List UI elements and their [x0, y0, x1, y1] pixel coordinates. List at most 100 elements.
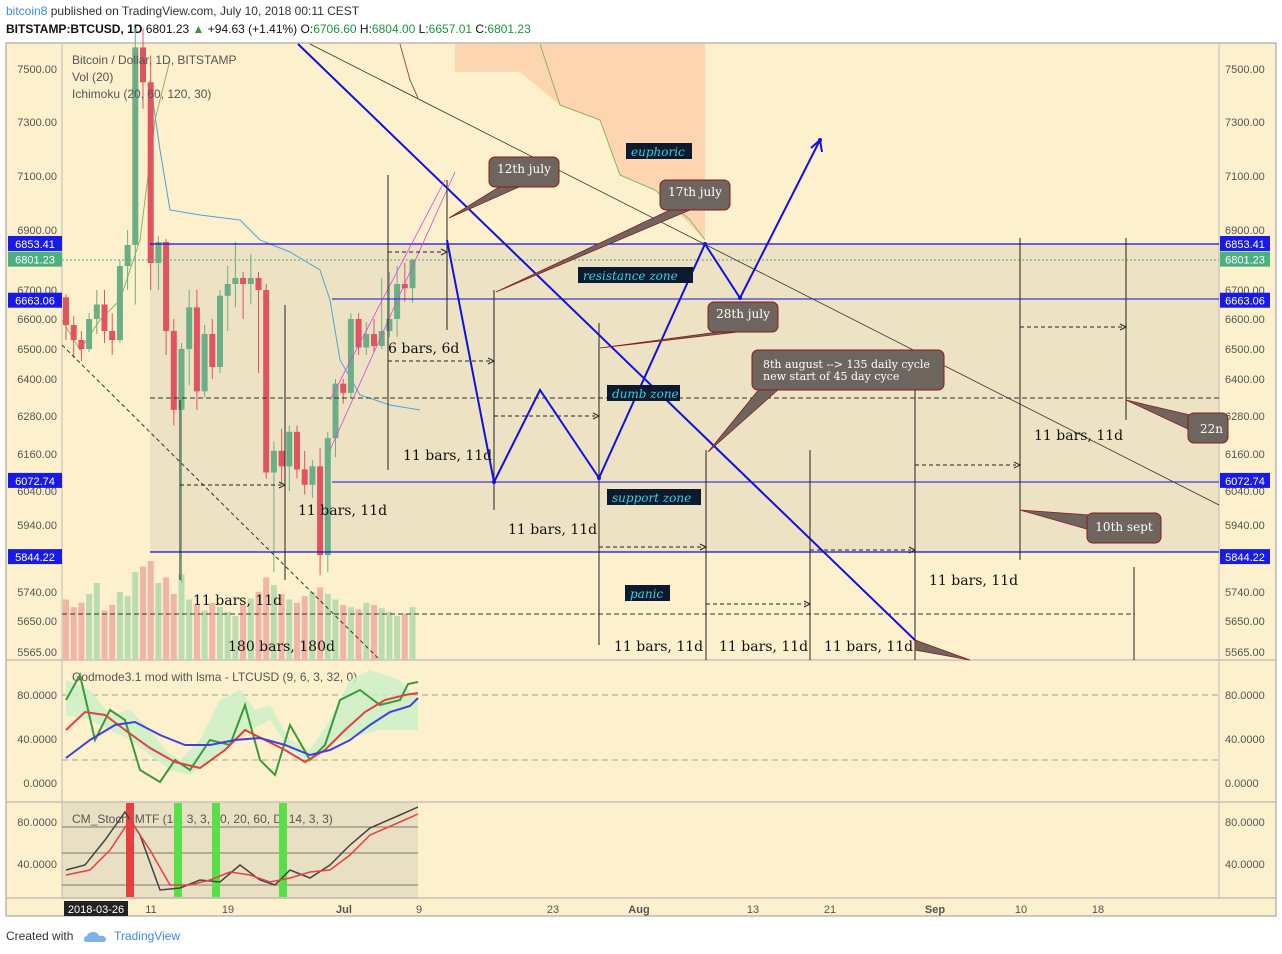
volume-bar: [355, 609, 362, 660]
volume-bar: [394, 616, 401, 660]
price-tick-left: 5565.00: [17, 647, 57, 659]
volume-bar: [378, 608, 385, 660]
candle-body: [93, 304, 100, 319]
price-marker-right: [1220, 472, 1270, 488]
euphoric-cloud: [455, 44, 705, 240]
callout-8th-august-box: [751, 349, 945, 391]
dashed-arrow-head: [1013, 461, 1022, 469]
callout-10th-sept-text: 10th sept: [1095, 520, 1153, 534]
zone-label-bg: [578, 267, 693, 283]
godmode-blue-line: [65, 697, 419, 759]
volume-bar: [63, 599, 69, 660]
stoch-sell-band: [126, 803, 134, 897]
price-tick-left: 7100.00: [17, 171, 57, 183]
stoch-tick-right: 80.0000: [1225, 817, 1265, 829]
candle-body: [240, 278, 247, 284]
legend-cm-stoch: CM_Stoch_MTF (14, 3, 3, 80, 20, 60, D, 1…: [72, 812, 333, 826]
candle-body: [378, 331, 385, 346]
stoch-d-line: [65, 813, 419, 886]
price-tick-right: 5740.00: [1225, 587, 1265, 599]
price-marker-right: [1220, 292, 1270, 308]
ohlc-high-label: H:: [359, 22, 372, 36]
price-tick-right: 7300.00: [1225, 117, 1265, 129]
candle-body: [363, 334, 370, 348]
volume-bar: [340, 605, 347, 660]
ohlc-high: 6804.00: [371, 22, 416, 36]
price-marker-left: [8, 251, 62, 267]
price-tick-left: 5650.00: [17, 616, 57, 628]
time-axis-label: 13: [747, 904, 759, 916]
ohlc-low: 6657.01: [428, 22, 473, 36]
zone-label: panic: [630, 587, 663, 601]
dashed-arrow-head: [592, 412, 601, 420]
volume-bar: [163, 577, 170, 660]
projection-node: [703, 242, 707, 246]
godmode-red-line: [65, 692, 419, 770]
volume-bar: [317, 587, 324, 660]
ichimoku-base-line: [149, 79, 421, 411]
tradingview-link[interactable]: TradingView: [114, 929, 181, 943]
volume-bar: [347, 607, 354, 660]
bar-count-label: 11 bars, 11d: [929, 573, 1018, 589]
volume-bar: [255, 591, 262, 660]
price-marker-right: [1220, 549, 1270, 565]
volume-bar: [155, 583, 162, 660]
price-marker-right-text: 5844.22: [1225, 552, 1265, 564]
candle-body: [301, 469, 308, 485]
time-axis-label: 11: [145, 904, 156, 916]
candle-body: [294, 431, 300, 470]
volume-bar: [240, 605, 247, 660]
godmode-tick-right: 0.0000: [1225, 778, 1259, 790]
godmode-tick-left: 0.0000: [23, 778, 57, 790]
bar-count-label: 180 bars, 180d: [228, 639, 335, 655]
price-tick-right: 6500.00: [1225, 344, 1265, 356]
callout-17th-july-text: 17th july: [668, 185, 722, 199]
time-axis-label: 19: [222, 904, 234, 916]
stoch-tick-left: 80.0000: [17, 817, 57, 829]
volume-bar: [247, 598, 254, 660]
callout-12th-july-text: 12th july: [497, 162, 551, 176]
dashed-arrow-head: [803, 600, 812, 608]
candle-body: [332, 383, 339, 439]
zone-label: euphoric: [631, 145, 685, 159]
bar-count-label: 11 bars, 11d: [824, 639, 913, 655]
price-tick-left: 7500.00: [17, 64, 57, 76]
volume-bar: [70, 607, 77, 660]
volume-bar: [409, 607, 416, 660]
price-tick-left: 6040.00: [17, 486, 57, 498]
zone-label: support zone: [612, 491, 691, 505]
volume-bar: [301, 596, 308, 660]
publish-info: bitcoin8 published on TradingView.com, J…: [6, 4, 359, 18]
candle-body: [186, 307, 193, 349]
volume-bar: [101, 610, 108, 660]
candle-body: [263, 290, 270, 473]
godmode-tick-right: 80.0000: [1225, 690, 1265, 702]
callout-bottom-pointer: [914, 639, 971, 661]
candle-body: [409, 259, 416, 289]
up-arrow-icon: ▲: [192, 22, 205, 36]
zone-label-bg: [626, 143, 692, 159]
candle-body: [132, 47, 139, 246]
zone-label: dumb zone: [612, 387, 679, 401]
godmode-green-line: [65, 672, 419, 784]
candle-body: [70, 325, 77, 340]
callout-22n-text: 22n: [1200, 422, 1223, 436]
volume-bar: [140, 566, 146, 660]
volume-bar: [178, 574, 185, 660]
stoch-buy-band: [212, 803, 220, 897]
ohlc-close: 6801.23: [487, 22, 531, 36]
zone-label-bg: [607, 385, 680, 401]
price-tick-right: 7100.00: [1225, 171, 1265, 183]
zone-label-bg: [607, 489, 701, 505]
volume-bar: [209, 602, 216, 660]
price-change: +94.63 (+1.41%): [207, 22, 298, 36]
bar-count-label: 11 bars, 11d: [719, 639, 808, 655]
username-link[interactable]: bitcoin8: [6, 4, 48, 18]
candle-body: [140, 47, 146, 83]
volume-bar: [286, 599, 293, 660]
volume-bar: [201, 610, 208, 660]
price-tick-left: 5740.00: [17, 587, 57, 599]
candle-body: [170, 331, 177, 410]
dashed-arrow-head: [487, 357, 496, 365]
